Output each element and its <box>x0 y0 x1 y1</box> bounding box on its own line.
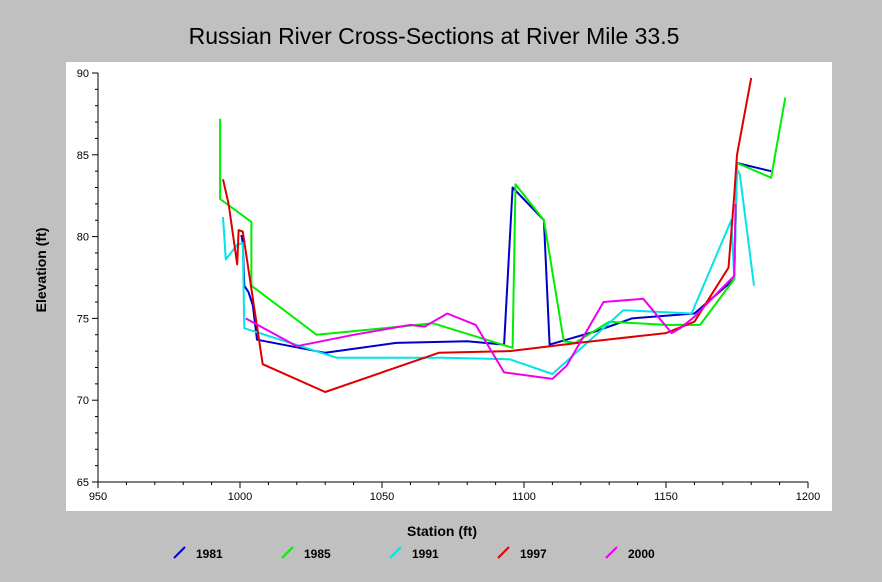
x-axis-label: Station (ft) <box>407 523 477 539</box>
chart-title: Russian River Cross-Sections at River Mi… <box>189 23 680 49</box>
y-tick-label: 75 <box>77 313 89 325</box>
x-tick-label: 950 <box>89 491 107 503</box>
series-line-1997 <box>222 77 753 393</box>
legend-label-1981: 1981 <box>196 547 223 561</box>
x-tick-label: 1200 <box>796 491 820 503</box>
y-tick-label: 80 <box>77 232 89 244</box>
legend-label-1997: 1997 <box>520 547 547 561</box>
x-axis-ticks: 950 1000 1050 1100 1150 1200 <box>89 482 820 503</box>
legend-swatch-2000 <box>605 546 618 559</box>
legend-swatch-1981 <box>173 546 186 559</box>
legend-swatch-1997 <box>497 546 510 559</box>
series-layer <box>219 77 787 393</box>
y-axis-ticks: 65 70 75 80 85 90 <box>77 68 98 489</box>
legend-label-1985: 1985 <box>304 547 331 561</box>
x-tick-label: 1000 <box>228 491 252 503</box>
y-tick-label: 65 <box>77 477 89 489</box>
legend-label-1991: 1991 <box>412 547 439 561</box>
y-axis-label: Elevation (ft) <box>33 228 49 313</box>
series-line-2000 <box>245 203 737 380</box>
legend-swatch-1985 <box>281 546 294 559</box>
y-tick-label: 70 <box>77 395 89 407</box>
x-tick-label: 1100 <box>512 491 536 503</box>
legend-swatch-1991 <box>389 546 402 559</box>
x-tick-label: 1150 <box>654 491 678 503</box>
x-tick-label: 1050 <box>370 491 394 503</box>
plot-area: 950 1000 1050 1100 1150 1200 65 70 75 80 85 90 <box>77 68 820 503</box>
chart-panel <box>66 62 832 511</box>
y-tick-label: 90 <box>77 68 89 80</box>
legend: 1981 1985 1991 1997 2000 <box>173 546 655 561</box>
legend-label-2000: 2000 <box>628 547 655 561</box>
y-tick-label: 85 <box>77 150 89 162</box>
